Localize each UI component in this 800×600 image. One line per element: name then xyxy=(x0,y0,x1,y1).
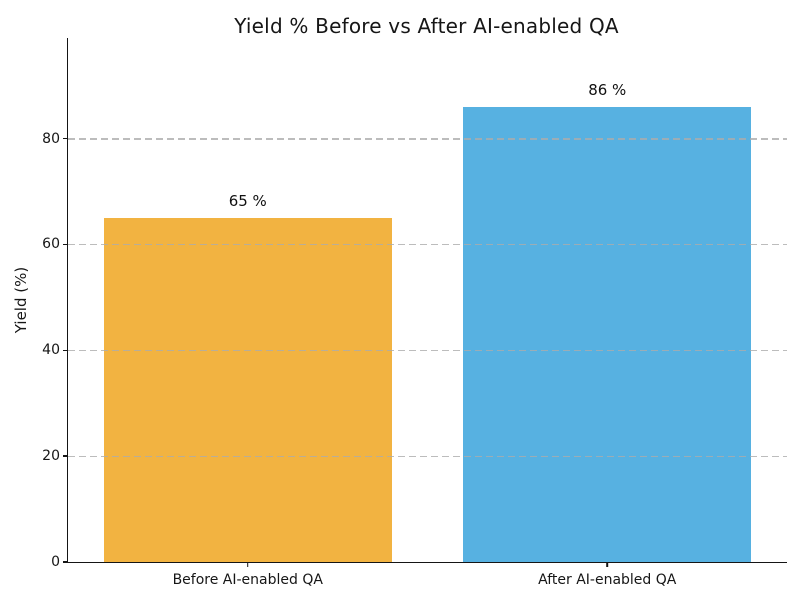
gridline xyxy=(68,349,787,352)
y-tick-label: 0 xyxy=(51,554,60,570)
plot-area: 0 20 40 60 80 65 % Before AI-enabled QA 86 % Aft… xyxy=(42,38,787,588)
y-tick-label: 80 xyxy=(42,130,60,147)
y-tick-mark xyxy=(63,455,68,457)
bar-after-ai-enabled-qa xyxy=(463,106,752,562)
gridline xyxy=(68,455,787,458)
y-tick-mark xyxy=(63,561,68,563)
x-tick-mark xyxy=(606,562,609,567)
y-tick-mark xyxy=(63,137,68,140)
bar-before-ai-enabled-qa xyxy=(103,217,392,562)
y-tick-label: 40 xyxy=(42,342,60,359)
y-tick-label: 20 xyxy=(42,448,60,465)
y-tick-label: 60 xyxy=(42,236,60,253)
gridline xyxy=(68,138,787,140)
chart-title: Yield % Before vs After AI-enabled QA xyxy=(234,14,619,38)
y-tick-mark xyxy=(63,243,68,246)
y-axis-label: Yield (%) xyxy=(12,266,30,334)
x-tick-mark xyxy=(246,562,249,567)
y-tick-mark xyxy=(63,349,68,352)
x-tick-label: Before AI-enabled QA xyxy=(172,572,323,588)
bar-value-label: 65 % xyxy=(228,191,267,210)
bar-value-label: 86 % xyxy=(588,80,627,99)
gridline xyxy=(68,243,787,246)
x-tick-label: After AI-enabled QA xyxy=(538,572,677,588)
